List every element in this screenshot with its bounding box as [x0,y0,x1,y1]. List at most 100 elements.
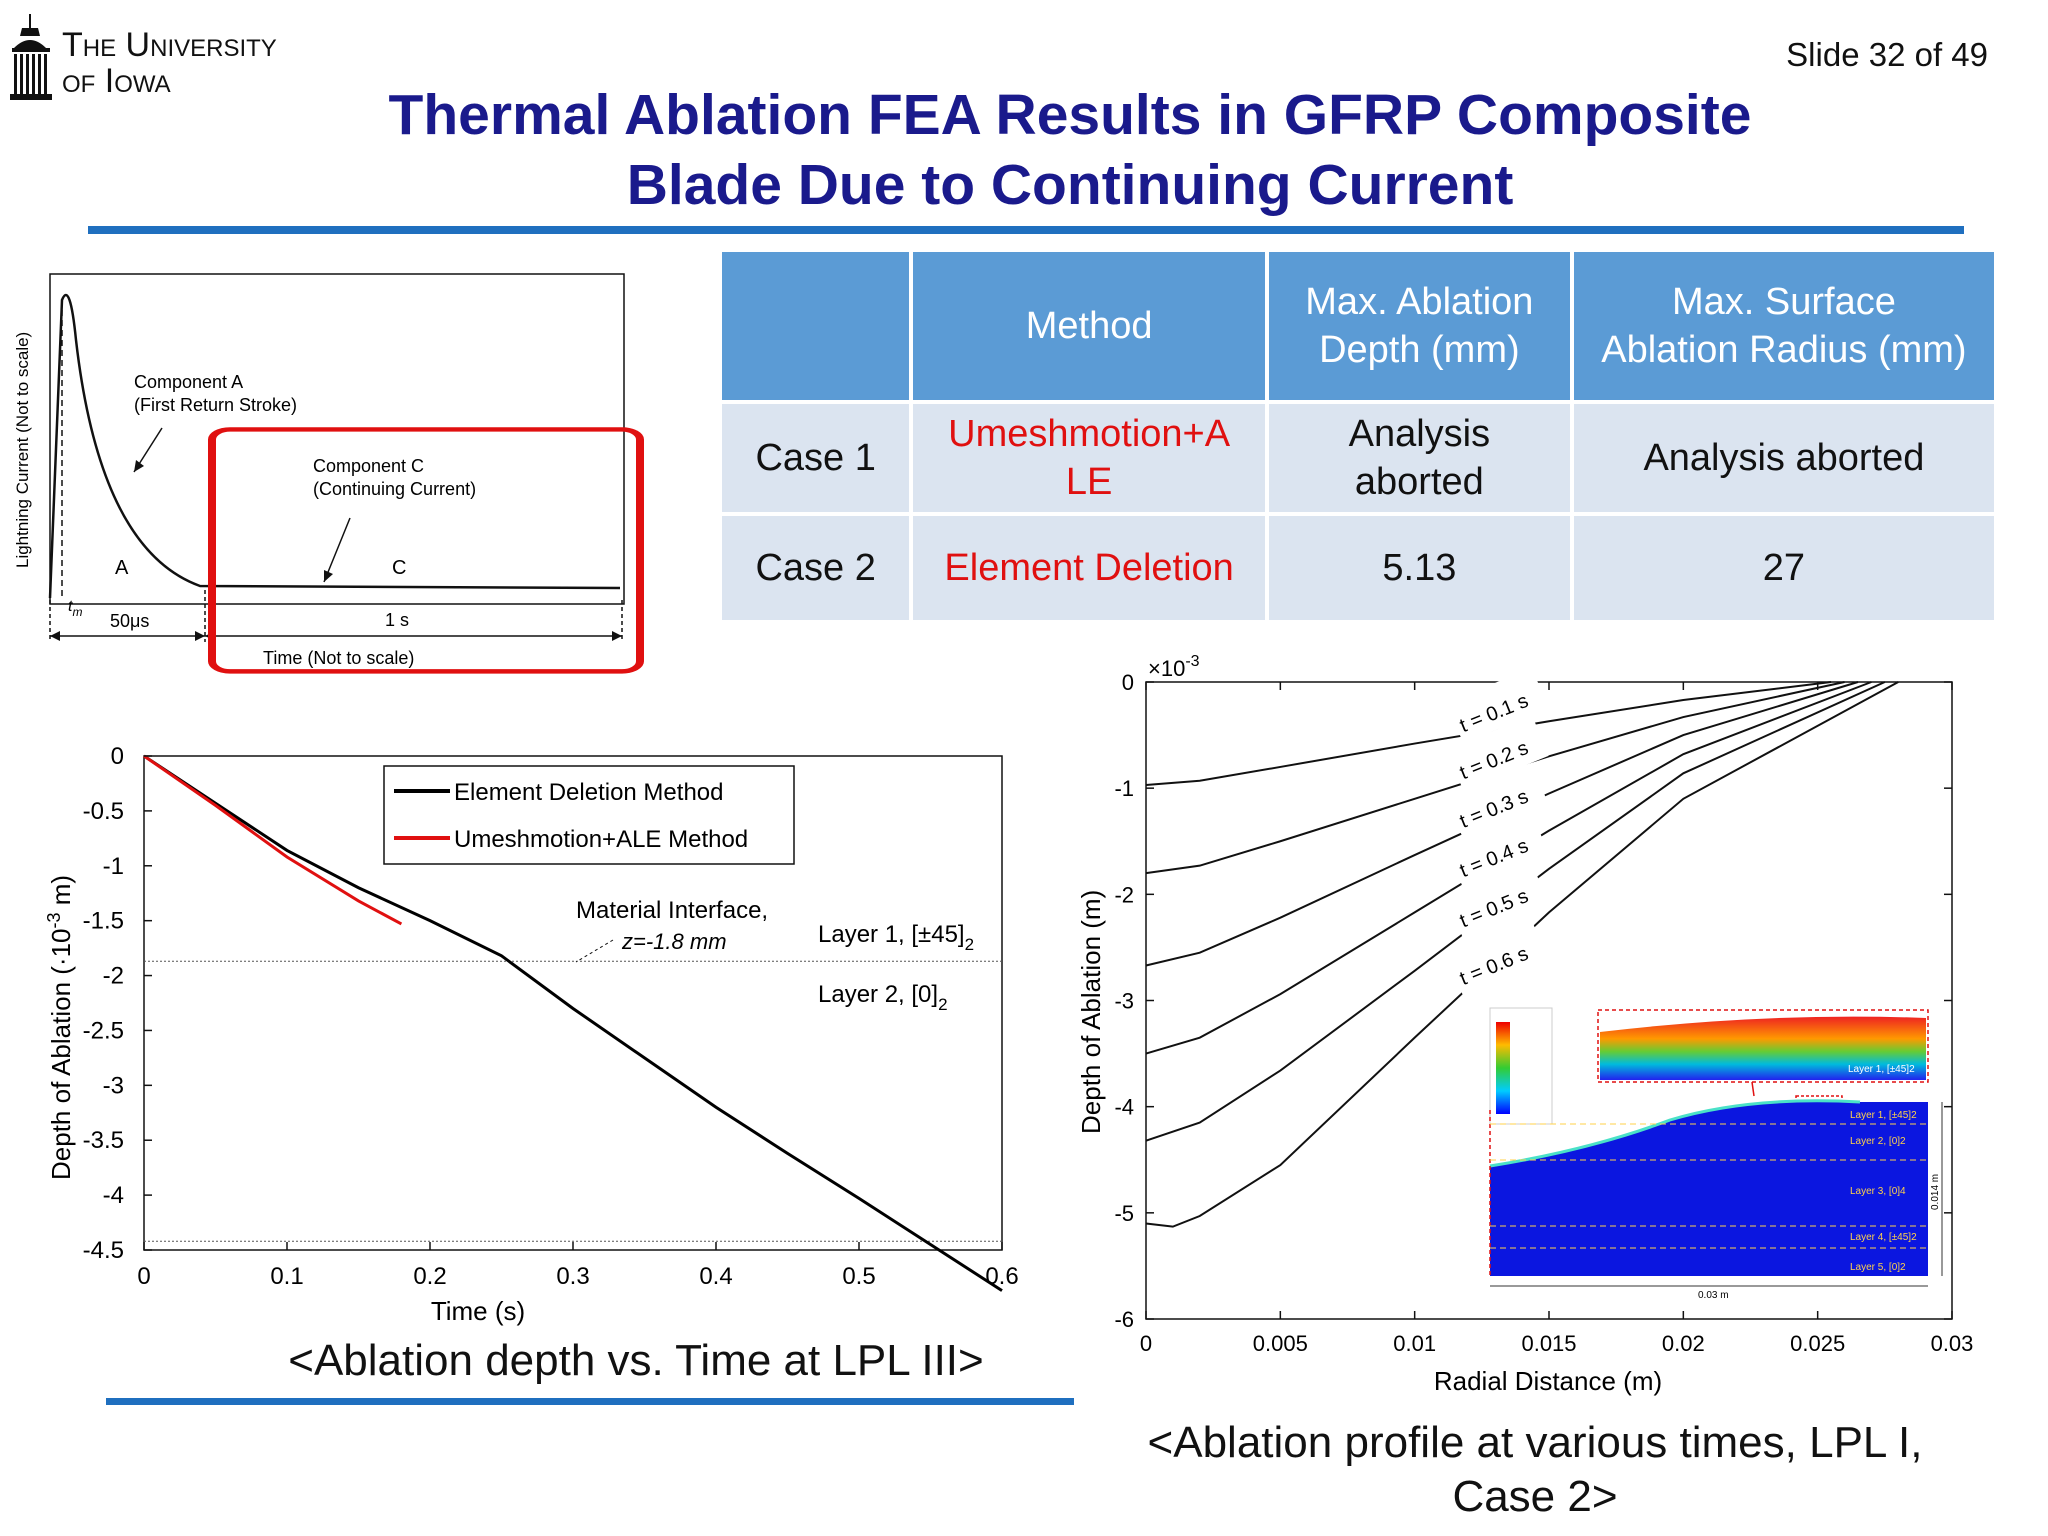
component-a-label-1: Component A [134,372,243,392]
title-line-2: Blade Due to Continuing Current [626,153,1514,217]
duration-c-label: 1 s [385,610,409,630]
right-caption-line1: <Ablation profile at various times, LPL … [1147,1418,1923,1467]
profile-line [1145,681,1886,1142]
x-tick-label: 0.025 [1790,1331,1845,1356]
table-header-depth: Max. Ablation Depth (mm) [1268,252,1570,400]
y-tick-label: -4.5 [83,1237,124,1264]
y-tick-label: -6 [1114,1307,1134,1332]
legend-label-element-deletion: Element Deletion Method [454,779,723,806]
inset-width-label: 0.03 m [1698,1290,1729,1301]
title-divider [88,226,1964,234]
interface-pointer [575,939,614,963]
y-tick-label: -4 [103,1182,124,1209]
x-tick-label: 0.015 [1521,1331,1576,1356]
legend-label-umeshmotion: Umeshmotion+ALE Method [454,826,748,853]
y-tick-label: -1 [1114,776,1134,801]
exponent-label: ×10-3 [1148,653,1200,681]
university-logo: The University of Iowa [10,14,310,104]
bottom-divider [106,1398,1074,1405]
depth-line2: aborted [1354,461,1484,503]
y-tick-label: -2 [103,963,124,990]
zoom-connector [1751,1081,1755,1097]
waveform-curve [48,293,621,599]
ablation-depth-chart: 0 0.1 0.2 0.3 0.4 0.5 0.6 0 -0.5 -1 -1.5 -2 -2.5 -3 -3… [44,743,1019,1326]
y-tick-label: -1.5 [83,908,124,935]
profile-line [1145,681,1872,1055]
x-tick-label: 0.3 [556,1263,589,1290]
case-cell: Case 1 [722,404,910,512]
y-tick-label: 0 [111,743,124,770]
table-header-row: Method Max. Ablation Depth (mm) Max. Sur… [722,252,1994,400]
layer2-label: Layer 2, [0]2 [818,981,948,1014]
x-tick-label: 0.1 [270,1263,303,1290]
inset-height-label: 0.014 m [1930,1174,1941,1210]
right-chart-caption: <Ablation profile at various times, LPL … [1100,1416,1970,1524]
profile-label-mask [1446,763,1549,839]
x-tick-label: 0.4 [699,1263,732,1290]
case-cell: Case 2 [722,516,910,620]
title-line-1: Thermal Ablation FEA Results in GFRP Com… [388,83,1752,147]
lightning-waveform-diagram: Component A (First Return Stroke) Compon… [13,273,644,674]
y-axis-label: Depth of Ablation (m) [1076,890,1106,1134]
waveform-y-label: Lightning Current (Not to scale) [13,332,32,568]
ablation-surface [1489,1099,1861,1168]
x-tick-label: 0.6 [985,1263,1018,1290]
axis-ticks: 0 0.1 0.2 0.3 0.4 0.5 0.6 0 -0.5 -1 -1.5 -2 -2.5 -3 -3… [83,743,1019,1290]
profile-line [1145,681,1899,1228]
y-tick-label: 0 [1122,670,1134,695]
axis-ticks: 0 0.005 0.01 0.015 0.02 0.025 0.03 0 -1 -2 -3 -4 -5 -… [1114,670,1973,1356]
depth-line1: Analysis [1348,413,1491,455]
table-header-radius: Max. Surface Ablation Radius (mm) [1573,252,1994,400]
method-cell: Element Deletion [913,516,1265,620]
profile-label-mask [1446,667,1549,744]
y-tick-label: -0.5 [83,798,124,825]
profile-line [1145,681,1845,875]
component-a-arrowhead [134,460,144,472]
slide-title: Thermal Ablation FEA Results in GFRP Com… [0,80,2048,220]
x-tick-label: 0.03 [1931,1331,1974,1356]
y-tick-label: -3 [1114,989,1134,1014]
legend [383,765,795,865]
y-tick-label: -4 [1114,1095,1134,1120]
table-row: Case 1 Umeshmotion+A LE Analysis aborted… [722,404,1994,512]
depth-header-line2: Depth (mm) [1319,329,1520,371]
zoom-field [1600,1016,1926,1080]
old-capitol-icon: The University of Iowa [10,14,277,100]
series-line [143,754,403,926]
method-line1: Umeshmotion+A [948,413,1231,455]
profile-label-mask [1446,920,1549,997]
y-tick-label: -3.5 [83,1127,124,1154]
radius-header-line1: Max. Surface [1671,281,1896,323]
ablation-profile-chart: t = 0.1 st = 0.2 st = 0.3 st = 0.4 st = … [1076,653,1973,1396]
inset-layer-1: Layer 1, [±45]2 [1850,1110,1917,1121]
profile-label-mask [1446,715,1549,791]
component-a-label-2: (First Return Stroke) [134,395,297,415]
x-tick-label: 0 [1140,1331,1152,1356]
series-group: t = 0.1 st = 0.2 st = 0.3 st = 0.4 st = … [1145,667,1899,1228]
waveform-x-label: Time (Not to scale) [263,648,414,668]
waveform-frame [49,273,625,605]
logo-line1: The University [62,26,277,64]
y-tick-label: -5 [1114,1201,1134,1226]
laminate-field [1490,1100,1928,1276]
depth-cell: 5.13 [1268,516,1570,620]
profile-label-mask [1446,812,1549,889]
inset-layer-2: Layer 2, [0]2 [1850,1136,1906,1147]
component-c-label-1: Component C [313,456,424,476]
profile-label-mask [1446,863,1549,939]
results-table: Method Max. Ablation Depth (mm) Max. Sur… [718,248,1998,624]
radius-cell: Analysis aborted [1573,404,1994,512]
method-cell: Umeshmotion+A LE [913,404,1265,512]
profile-line [1145,681,1859,967]
inset-layer-5: Layer 5, [0]2 [1850,1262,1906,1273]
component-c-pointer [323,517,351,583]
highlight-box [208,427,644,674]
slide-number: Slide 32 of 49 [1786,36,1988,73]
table-header-blank [722,252,910,400]
zoom-layer-label: Layer 1, [±45]2 [1848,1064,1915,1075]
profile-line [1145,681,1832,786]
reference-lines [144,960,1002,1242]
inset-layer-4: Layer 4, [±45]2 [1850,1232,1917,1243]
component-c-label-2: (Continuing Current) [313,479,476,499]
series-group [143,754,1003,1292]
